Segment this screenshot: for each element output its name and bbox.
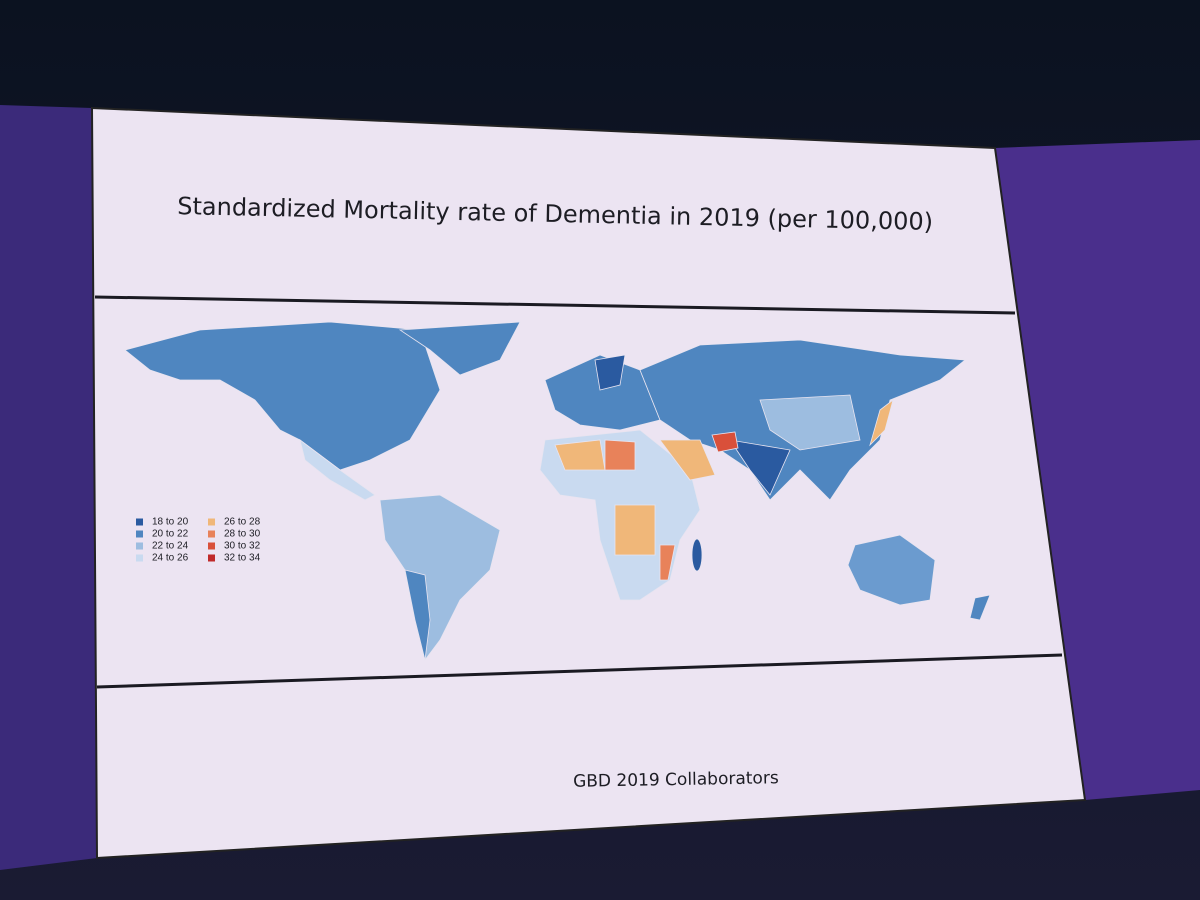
- libya: [604, 439, 636, 471]
- australia: [847, 534, 936, 606]
- china: [759, 394, 861, 451]
- europe: [544, 354, 661, 431]
- legend-label: 32 to 34: [224, 553, 261, 564]
- new-zealand: [969, 594, 991, 621]
- legend-swatch: [136, 554, 143, 562]
- legend-label: 26 to 28: [224, 517, 261, 528]
- mozambique: [659, 544, 676, 581]
- legend-label: 24 to 26: [152, 553, 189, 564]
- legend-swatch: [208, 530, 215, 538]
- scandinavia: [594, 354, 626, 391]
- slide-footer: GBD 2019 Collaborators: [573, 768, 779, 792]
- side-panel-left: [0, 105, 97, 870]
- central-america: [299, 439, 376, 501]
- legend-swatch: [208, 542, 215, 550]
- japan: [869, 398, 894, 447]
- legend-label: 18 to 20: [152, 517, 189, 528]
- afghanistan: [711, 431, 739, 453]
- argentina: [404, 569, 431, 661]
- madagascar: [691, 538, 703, 572]
- central-africa: [614, 504, 656, 556]
- legend-label: 30 to 32: [224, 541, 261, 552]
- legend-label: 20 to 22: [152, 529, 189, 540]
- legend-label: 22 to 24: [152, 541, 189, 552]
- divider: [96, 653, 1063, 689]
- legend-swatch: [136, 542, 143, 550]
- divider: [94, 295, 1016, 315]
- legend-swatch: [136, 518, 143, 526]
- side-panel-right: [995, 140, 1200, 800]
- world-map: [124, 321, 991, 661]
- india: [729, 439, 791, 496]
- legend-swatch: [136, 530, 143, 538]
- greenland: [398, 321, 521, 376]
- legend-swatch: [208, 518, 215, 526]
- south-america: [379, 494, 501, 661]
- legend-label: 28 to 30: [224, 529, 261, 540]
- arabia: [659, 439, 716, 481]
- legend-swatch: [208, 554, 215, 562]
